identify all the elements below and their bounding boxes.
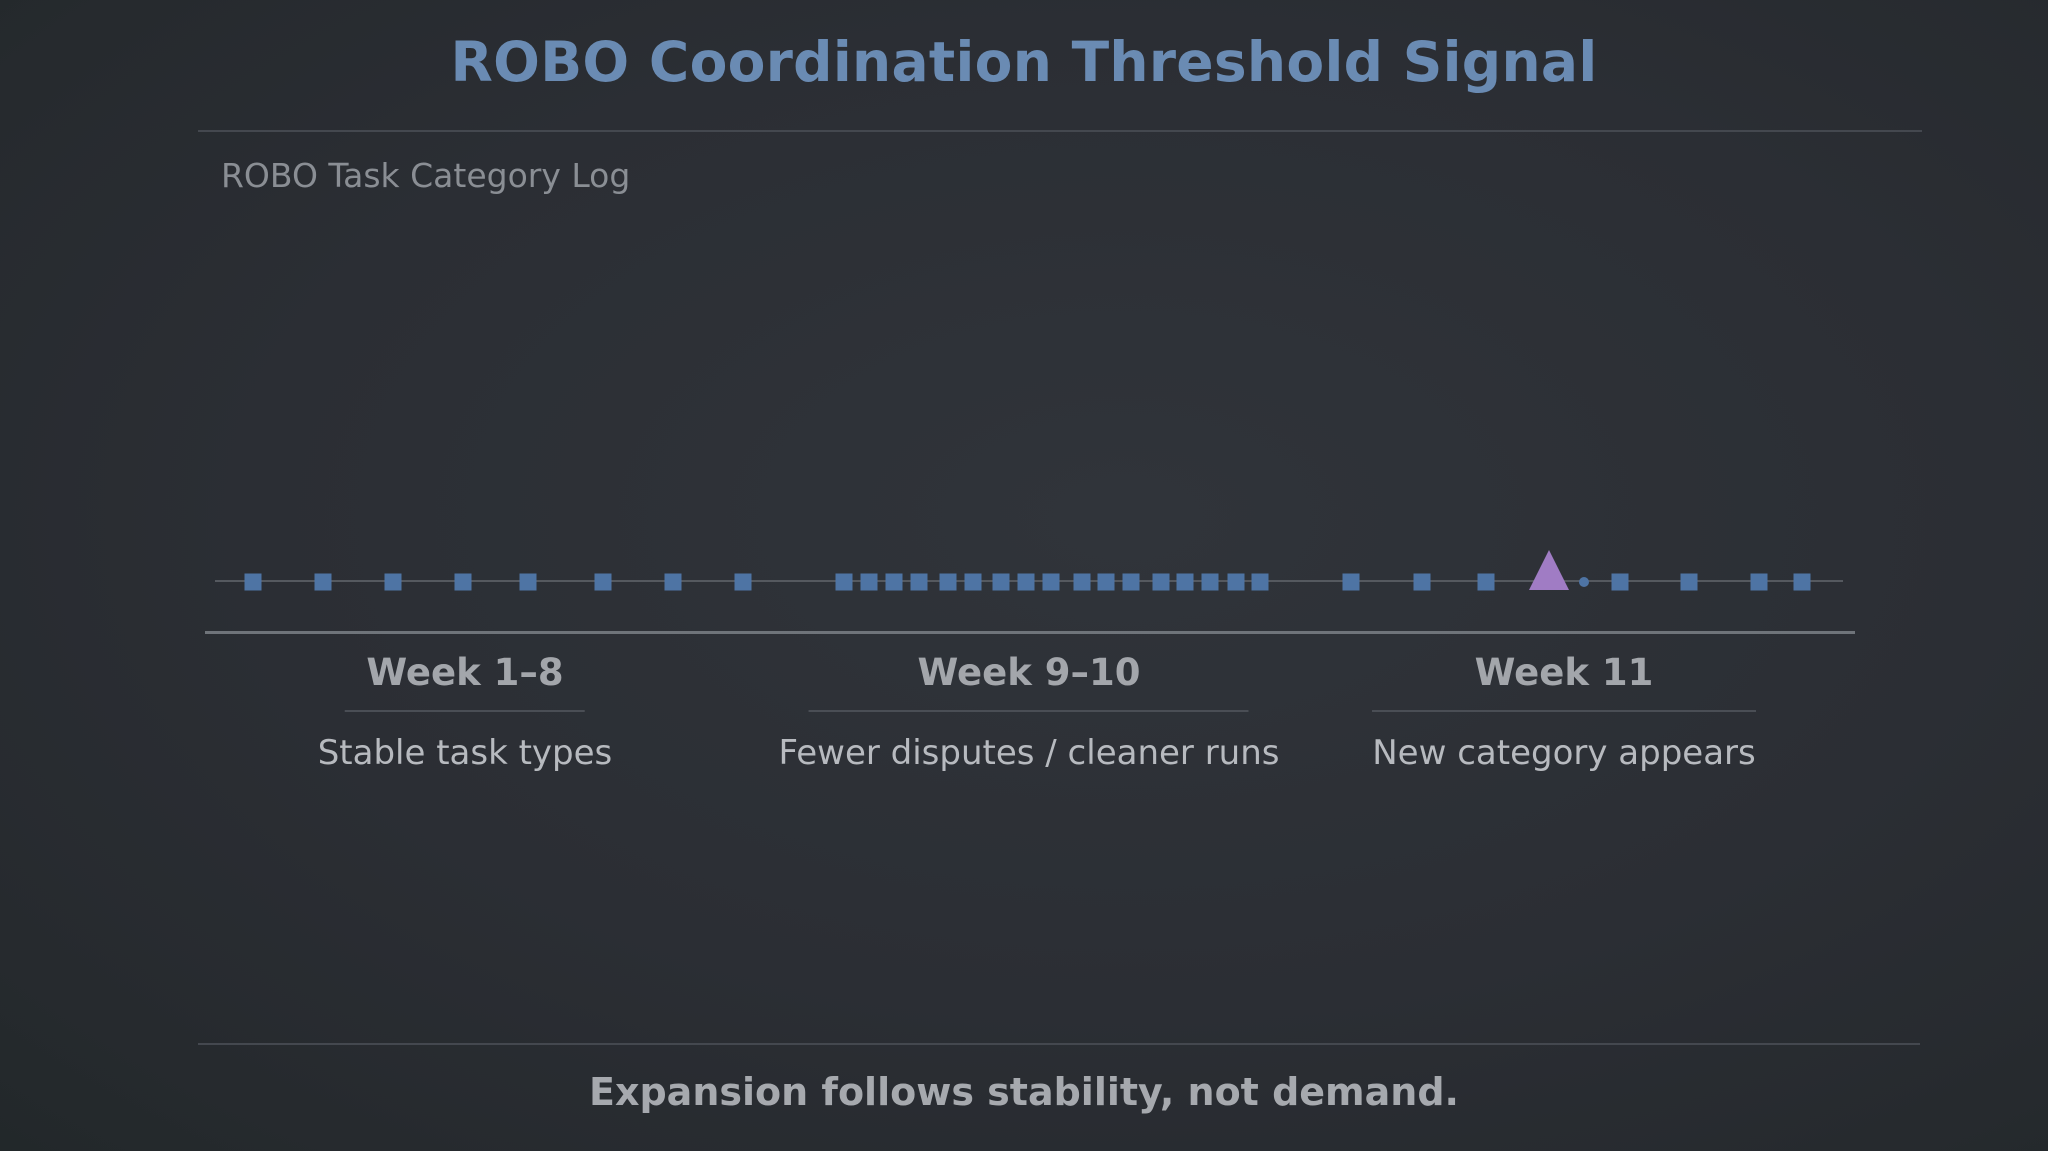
task-marker [1201,573,1219,591]
task-marker [1017,573,1035,591]
phase-week-11: Week 11 New category appears [1372,646,1756,776]
phase-axis [205,631,1855,634]
task-markers [244,550,1811,591]
bottom-divider [198,1043,1920,1045]
task-marker [1073,573,1091,591]
task-marker [1680,573,1698,591]
phase-separator [1372,710,1756,712]
phase-description: Fewer disputes / cleaner runs [778,733,1280,773]
tagline: Expansion follows stability, not demand. [589,1070,1459,1114]
phase-week-label: Week 9–10 [917,651,1141,694]
task-marker [939,573,957,591]
task-marker [1477,573,1495,591]
task-marker [384,573,402,591]
task-marker [1227,573,1245,591]
task-marker [860,573,878,591]
task-marker [734,573,752,591]
task-marker [1097,573,1115,591]
task-marker [885,573,903,591]
page-title: ROBO Coordination Threshold Signal [450,30,1598,94]
task-marker [594,573,612,591]
task-marker [1042,573,1060,591]
task-marker [1611,573,1629,591]
phase-week-9-10: Week 9–10 Fewer disputes / cleaner runs [779,646,1280,776]
task-marker [1251,573,1269,591]
task-marker [992,573,1010,591]
phase-week-label: Week 11 [1474,651,1654,694]
task-marker [1342,573,1360,591]
task-marker [1122,573,1140,591]
task-marker [519,573,537,591]
phase-separator [809,710,1249,712]
task-category-timeline [215,550,1843,591]
small-task-dot [1579,577,1589,587]
phase-description: Stable task types [317,733,613,773]
task-marker [1176,573,1194,591]
task-marker [1152,573,1170,591]
task-marker [244,573,262,591]
task-marker [1750,573,1768,591]
log-subtitle: ROBO Task Category Log [221,156,631,195]
new-category-marker [1529,550,1569,590]
phase-separator [344,710,585,712]
phase-description: New category appears [1372,733,1756,773]
task-marker [835,573,853,591]
phase-week-label: Week 1–8 [366,651,564,694]
task-marker [664,573,682,591]
task-marker [910,573,928,591]
top-divider [198,130,1922,132]
task-marker [1793,573,1811,591]
task-marker [1413,573,1431,591]
task-marker [314,573,332,591]
task-marker [964,573,982,591]
phase-week-1-8: Week 1–8 Stable task types [318,646,613,776]
task-marker [454,573,472,591]
